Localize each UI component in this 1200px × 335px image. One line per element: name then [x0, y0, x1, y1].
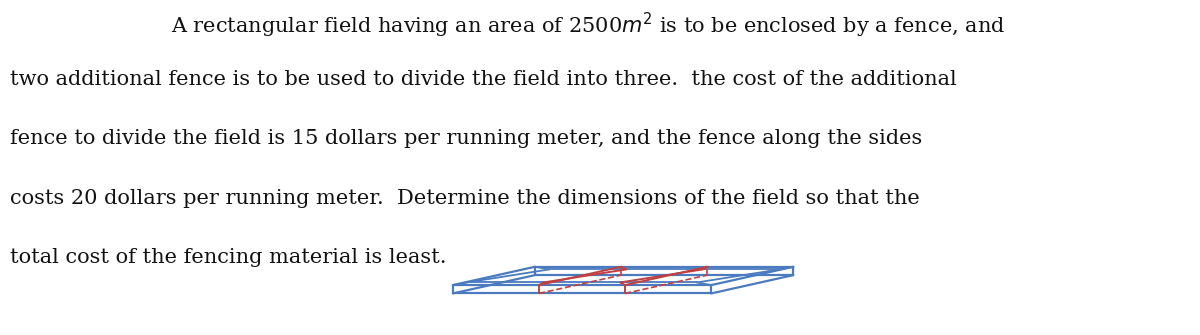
Text: A rectangular field having an area of 2500$m^2$ is to be enclosed by a fence, an: A rectangular field having an area of 25…	[170, 11, 1006, 40]
Text: costs 20 dollars per running meter.  Determine the dimensions of the field so th: costs 20 dollars per running meter. Dete…	[10, 189, 920, 208]
Text: total cost of the fencing material is least.: total cost of the fencing material is le…	[10, 248, 446, 267]
Text: two additional fence is to be used to divide the field into three.  the cost of : two additional fence is to be used to di…	[10, 70, 956, 89]
Text: fence to divide the field is 15 dollars per running meter, and the fence along t: fence to divide the field is 15 dollars …	[10, 129, 923, 148]
